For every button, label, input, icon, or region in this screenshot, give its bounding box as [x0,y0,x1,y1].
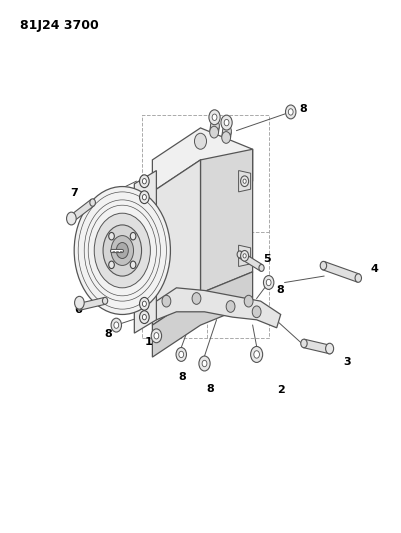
Text: 5: 5 [263,254,271,263]
Text: 4: 4 [371,264,379,274]
Circle shape [179,351,184,358]
Circle shape [243,254,246,258]
Circle shape [142,301,146,306]
Circle shape [67,212,76,225]
Polygon shape [239,245,251,266]
Circle shape [241,176,249,187]
Circle shape [111,318,122,332]
Polygon shape [200,149,253,293]
Polygon shape [152,160,200,325]
Polygon shape [304,339,330,354]
Circle shape [211,120,219,132]
Circle shape [154,333,159,339]
Circle shape [94,213,150,288]
Polygon shape [322,262,359,282]
Circle shape [212,114,217,120]
Circle shape [77,303,82,310]
Polygon shape [210,125,219,133]
Circle shape [266,279,271,286]
Circle shape [74,187,170,314]
Circle shape [243,179,246,183]
Circle shape [151,329,162,343]
Text: 3: 3 [343,358,351,367]
Circle shape [222,132,231,143]
Text: 8: 8 [299,104,307,114]
Polygon shape [152,128,253,192]
Circle shape [202,360,207,367]
Circle shape [209,110,220,125]
Circle shape [301,339,307,348]
Circle shape [176,348,186,361]
Polygon shape [239,171,251,192]
Circle shape [103,225,142,276]
Circle shape [69,215,75,222]
Circle shape [254,351,259,358]
Polygon shape [152,272,253,357]
Circle shape [194,133,207,149]
Circle shape [221,115,232,130]
Circle shape [103,297,108,304]
Text: 7: 7 [70,188,78,198]
Circle shape [259,264,264,271]
Circle shape [109,232,114,240]
Circle shape [109,261,114,269]
Circle shape [237,251,242,258]
Circle shape [224,119,229,126]
Circle shape [90,199,95,206]
Circle shape [199,356,210,371]
Circle shape [288,109,293,115]
Circle shape [162,295,171,307]
Text: 81J24 3700: 81J24 3700 [20,19,99,31]
Circle shape [355,274,361,282]
Text: 8: 8 [104,329,112,338]
Circle shape [142,179,146,184]
Text: 1: 1 [144,337,152,347]
Polygon shape [239,251,263,271]
Circle shape [140,297,149,310]
Circle shape [223,125,231,137]
Text: 8: 8 [178,373,186,382]
Text: 8: 8 [207,384,215,394]
Circle shape [244,295,253,307]
Circle shape [326,345,333,354]
Circle shape [140,191,149,204]
Circle shape [114,322,119,328]
Circle shape [210,126,219,138]
Circle shape [286,105,296,119]
Circle shape [140,311,149,324]
Polygon shape [134,171,156,333]
Circle shape [320,261,327,270]
Circle shape [130,261,136,269]
Circle shape [252,306,261,318]
Text: 2: 2 [277,385,285,395]
Circle shape [241,251,249,261]
Circle shape [192,293,201,304]
Polygon shape [222,130,231,139]
Polygon shape [79,297,105,310]
Circle shape [251,346,263,362]
Circle shape [140,175,149,188]
Circle shape [142,195,146,200]
Circle shape [263,276,274,289]
Text: 8: 8 [277,285,285,295]
Polygon shape [152,288,281,328]
Circle shape [111,236,134,265]
Circle shape [142,314,146,320]
Polygon shape [71,199,94,222]
Circle shape [226,301,235,312]
Circle shape [326,343,334,354]
Circle shape [130,232,136,240]
Circle shape [75,296,84,309]
Text: 6: 6 [74,305,82,315]
Circle shape [116,243,128,259]
